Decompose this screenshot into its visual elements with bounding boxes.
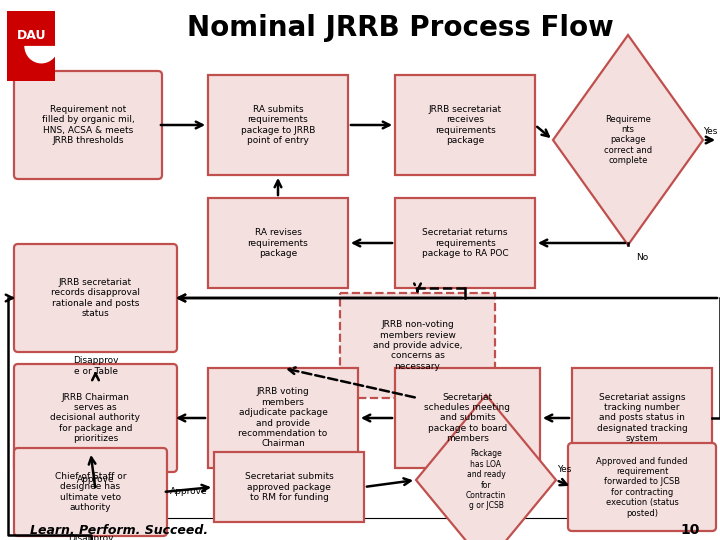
FancyBboxPatch shape bbox=[568, 443, 716, 531]
FancyBboxPatch shape bbox=[14, 364, 177, 472]
Text: JRRB Chairman
serves as
decisional authority
for package and
prioritizes: JRRB Chairman serves as decisional autho… bbox=[50, 393, 140, 443]
Text: Secretariat assigns
tracking number
and posts status in
designated tracking
syst: Secretariat assigns tracking number and … bbox=[597, 393, 688, 443]
Bar bbox=[208, 198, 348, 288]
Text: Nominal JRRB Process Flow: Nominal JRRB Process Flow bbox=[186, 14, 613, 42]
Text: Requireme
nts
package
correct and
complete: Requireme nts package correct and comple… bbox=[604, 114, 652, 165]
Text: JRRB secretariat
receives
requirements
package: JRRB secretariat receives requirements p… bbox=[428, 105, 502, 145]
Text: Disapprov
e or Table: Disapprov e or Table bbox=[73, 356, 118, 376]
Bar bbox=[572, 368, 712, 468]
Text: Disapprov
e: Disapprov e bbox=[68, 534, 113, 540]
Bar bbox=[395, 198, 535, 288]
Bar bbox=[395, 368, 540, 468]
Text: Yes: Yes bbox=[557, 465, 571, 475]
Text: Secretariat
schedules meeting
and submits
package to board
members: Secretariat schedules meeting and submit… bbox=[425, 393, 510, 443]
Text: Secretariat returns
requirements
package to RA POC: Secretariat returns requirements package… bbox=[422, 228, 508, 258]
Wedge shape bbox=[24, 46, 58, 63]
Text: Chief of Staff or
designee has
ultimate veto
authority: Chief of Staff or designee has ultimate … bbox=[55, 472, 126, 512]
Text: Learn. Perform. Succeed.: Learn. Perform. Succeed. bbox=[30, 523, 208, 537]
Bar bbox=[208, 368, 358, 468]
Bar bbox=[208, 75, 348, 175]
Text: DAU: DAU bbox=[17, 29, 46, 42]
Bar bbox=[214, 452, 364, 522]
Polygon shape bbox=[553, 35, 703, 245]
FancyBboxPatch shape bbox=[14, 448, 167, 536]
Text: Approve: Approve bbox=[77, 476, 114, 484]
Text: RA revises
requirements
package: RA revises requirements package bbox=[248, 228, 308, 258]
Text: JRRB secretariat
records disapproval
rationale and posts
status: JRRB secretariat records disapproval rat… bbox=[51, 278, 140, 318]
Text: Yes: Yes bbox=[703, 127, 717, 137]
Text: Secretariat submits
approved package
to RM for funding: Secretariat submits approved package to … bbox=[245, 472, 333, 502]
Bar bbox=[7, 11, 55, 81]
Text: Requirement not
filled by organic mil,
HNS, ACSA & meets
JRRB thresholds: Requirement not filled by organic mil, H… bbox=[42, 105, 135, 145]
Bar bbox=[340, 293, 495, 398]
Text: RA submits
requirements
package to JRRB
point of entry: RA submits requirements package to JRRB … bbox=[240, 105, 315, 145]
Text: JRRB non-voting
members review
and provide advice,
concerns as
necessary: JRRB non-voting members review and provi… bbox=[373, 320, 462, 371]
Text: JRRB voting
members
adjudicate package
and provide
recommendation to
Chairman: JRRB voting members adjudicate package a… bbox=[238, 388, 328, 449]
FancyBboxPatch shape bbox=[14, 244, 177, 352]
Text: Package
has LOA
and ready
for
Contractin
g or JCSB: Package has LOA and ready for Contractin… bbox=[466, 449, 506, 510]
Bar bbox=[395, 75, 535, 175]
Polygon shape bbox=[416, 395, 556, 540]
FancyBboxPatch shape bbox=[14, 71, 162, 179]
Text: No: No bbox=[636, 253, 648, 261]
Text: Approve: Approve bbox=[170, 488, 207, 496]
Text: Approved and funded
requirement
forwarded to JCSB
for contracting
execution (sta: Approved and funded requirement forwarde… bbox=[596, 456, 688, 517]
Text: 10: 10 bbox=[680, 523, 700, 537]
